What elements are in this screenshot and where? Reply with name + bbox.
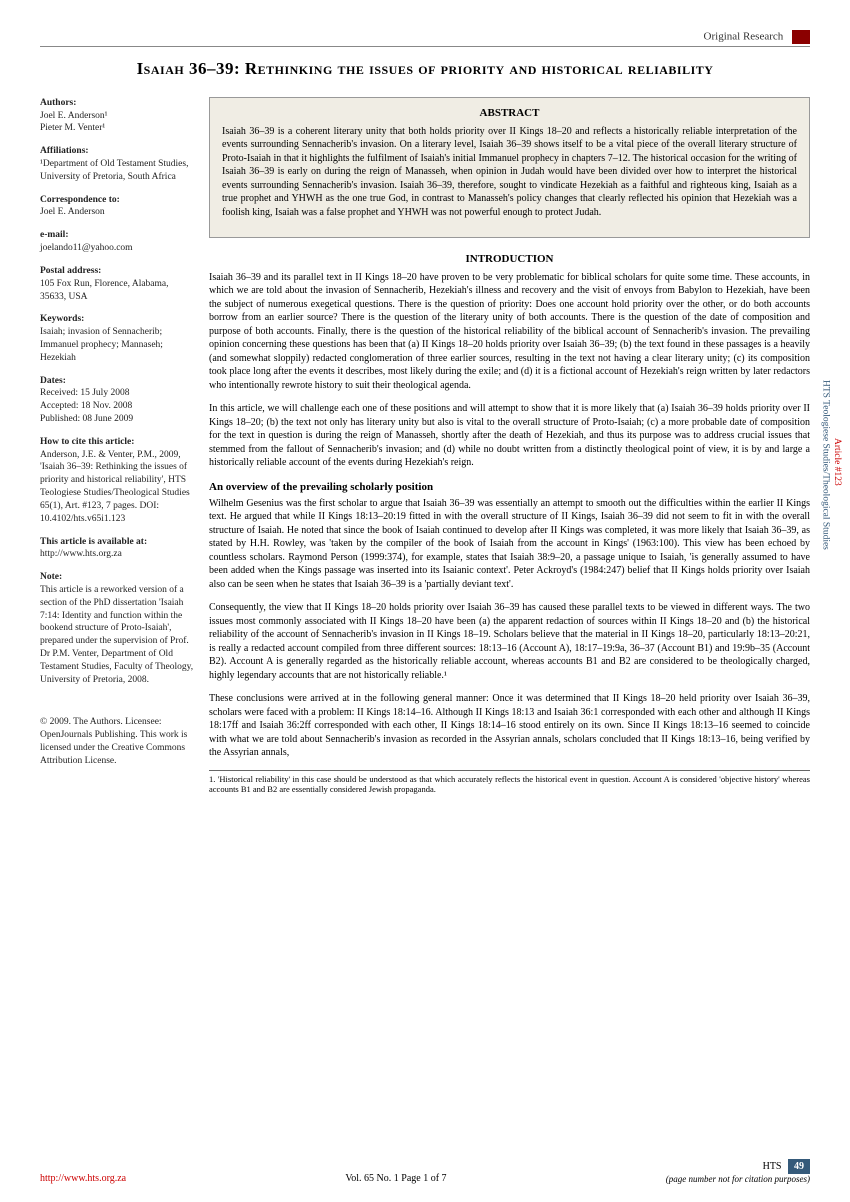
side-tab: Article #123 HTS Teologiese Studies/Theo… [819,380,842,550]
abstract-text: Isaiah 36–39 is a coherent literary unit… [222,125,797,220]
article-body: ABSTRACT Isaiah 36–39 is a coherent lite… [209,97,810,795]
article-title: Isaiah 36–39: Rethinking the issues of p… [80,57,770,81]
abstract-box: ABSTRACT Isaiah 36–39 is a coherent lite… [209,97,810,238]
footnote-1: 1. 'Historical reliability' in this case… [209,774,810,795]
intro-heading: INTRODUCTION [209,252,810,267]
intro-p1: Isaiah 36–39 and its parallel text in II… [209,271,810,393]
footer-pagenum: 49 [788,1159,810,1174]
page-footer: http://www.hts.org.za Vol. 65 No. 1 Page… [40,1161,810,1184]
footer-url: http://www.hts.org.za [40,1173,126,1184]
authors: Joel E. Anderson¹ Pieter M. Venter¹ [40,111,108,134]
cite-label: How to cite this article: [40,437,134,447]
footer-journal: HTS [763,1161,782,1172]
authors-label: Authors: [40,98,76,108]
overview-p1: Wilhelm Gesenius was the first scholar t… [209,497,810,592]
side-journal-name: HTS Teologiese Studies/Theological Studi… [819,380,830,550]
overview-p3: These conclusions were arrived at in the… [209,692,810,760]
footer-volume: Vol. 65 No. 1 Page 1 of 7 [126,1173,666,1184]
keywords: Isaiah; invasion of Sennacherib; Immanue… [40,327,163,363]
postal-address: 105 Fox Run, Florence, Alabama, 35633, U… [40,279,169,302]
correspondence-label: Correspondence to: [40,195,120,205]
overview-p2: Consequently, the view that II Kings 18–… [209,601,810,682]
footnote-rule [209,770,810,771]
dates-label: Dates: [40,376,66,386]
note-text: This article is a reworked version of a … [40,585,193,685]
affiliations: ¹Department of Old Testament Studies, Un… [40,159,188,182]
keywords-label: Keywords: [40,314,84,324]
dates: Received: 15 July 2008 Accepted: 18 Nov.… [40,388,133,424]
side-article-number: Article #123 [831,380,842,544]
overview-heading: An overview of the prevailing scholarly … [209,480,810,495]
correspondence: Joel E. Anderson [40,207,105,217]
postal-label: Postal address: [40,266,101,276]
metadata-sidebar: Authors: Joel E. Anderson¹ Pieter M. Vent… [40,97,195,795]
available-url: http://www.hts.org.za [40,549,122,559]
header-category-bar: Original Research [40,30,810,47]
affiliations-label: Affiliations: [40,146,89,156]
license-text: © 2009. The Authors. Licensee: OpenJourn… [40,717,187,765]
email-label: e-mail: [40,230,69,240]
footer-note: (page number not for citation purposes) [666,1174,810,1184]
category-label: Original Research [704,31,784,43]
note-label: Note: [40,572,62,582]
abstract-heading: ABSTRACT [222,106,797,121]
intro-p2: In this article, we will challenge each … [209,402,810,470]
header-decor [792,30,810,44]
citation: Anderson, J.E. & Venter, P.M., 2009, 'Is… [40,450,190,524]
email: joelando11@yahoo.com [40,243,133,253]
available-label: This article is available at: [40,537,147,547]
